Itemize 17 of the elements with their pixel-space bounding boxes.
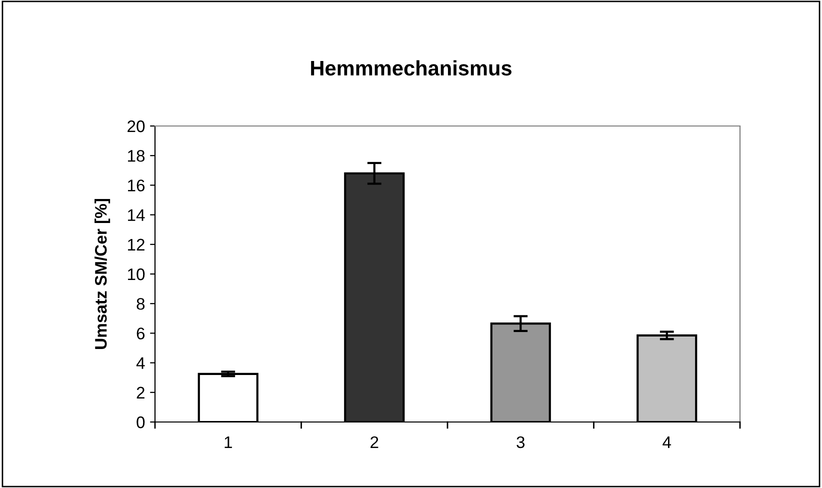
y-tick-label: 2 <box>136 386 144 398</box>
x-tick-label: 4 <box>662 436 672 448</box>
y-tick-label: 8 <box>136 298 145 310</box>
y-tick-label: 20 <box>128 120 145 132</box>
x-tick-label: 2 <box>370 436 378 448</box>
y-tick-label: 6 <box>136 328 145 340</box>
x-tick-label: 1 <box>224 436 232 448</box>
y-tick-label: 14 <box>128 209 145 221</box>
y-axis-title: Umsatz SM/Cer [%] <box>94 198 110 349</box>
y-tick-label: 12 <box>128 238 144 250</box>
y-tick-label: 16 <box>128 180 145 192</box>
y-tick-label: 18 <box>128 150 145 162</box>
x-tick-label: 3 <box>516 436 525 448</box>
y-tick-label: 10 <box>128 268 145 280</box>
y-tick-label: 0 <box>136 416 145 428</box>
chart-title: Hemmmechanismus <box>311 60 512 76</box>
y-tick-label: 4 <box>136 357 145 369</box>
